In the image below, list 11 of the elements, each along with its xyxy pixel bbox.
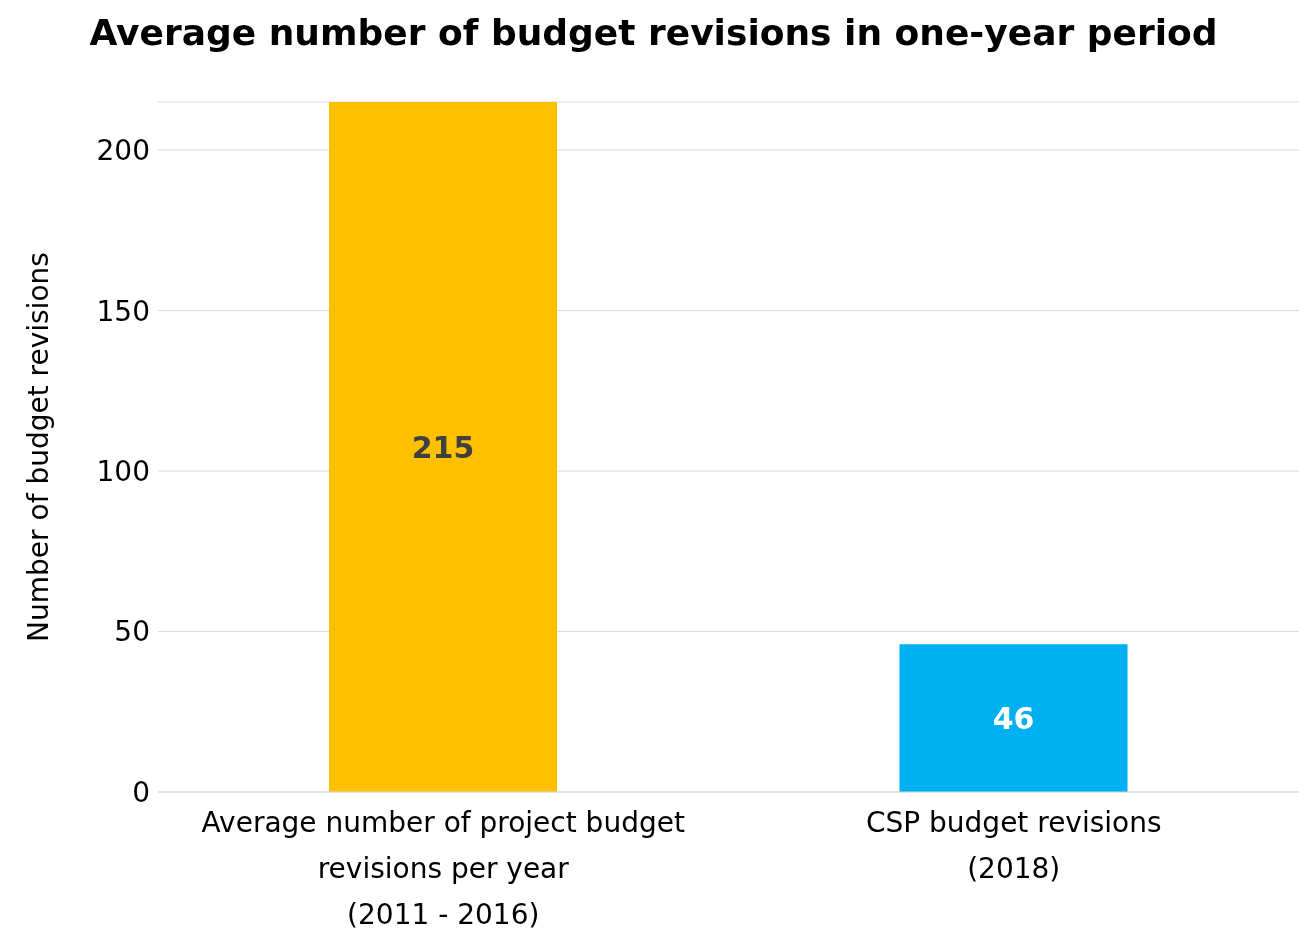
y-axis-title: Number of budget revisions <box>21 252 55 642</box>
y-tick-label: 0 <box>132 775 150 809</box>
x-tick-label: CSP budget revisions (2018) <box>865 806 1162 885</box>
y-tick-label: 200 <box>96 134 150 168</box>
y-tick-label: 50 <box>114 615 150 649</box>
x-tick-label: Average number of project budget revisions per year (2011 - 2016) <box>201 806 685 931</box>
chart-title: Average number of budget revisions in one-year period <box>88 11 1219 55</box>
data-label: 215 <box>411 429 475 465</box>
data-label: 46 <box>992 700 1035 736</box>
y-tick-label: 100 <box>96 455 150 489</box>
y-tick-label: 150 <box>96 294 150 328</box>
